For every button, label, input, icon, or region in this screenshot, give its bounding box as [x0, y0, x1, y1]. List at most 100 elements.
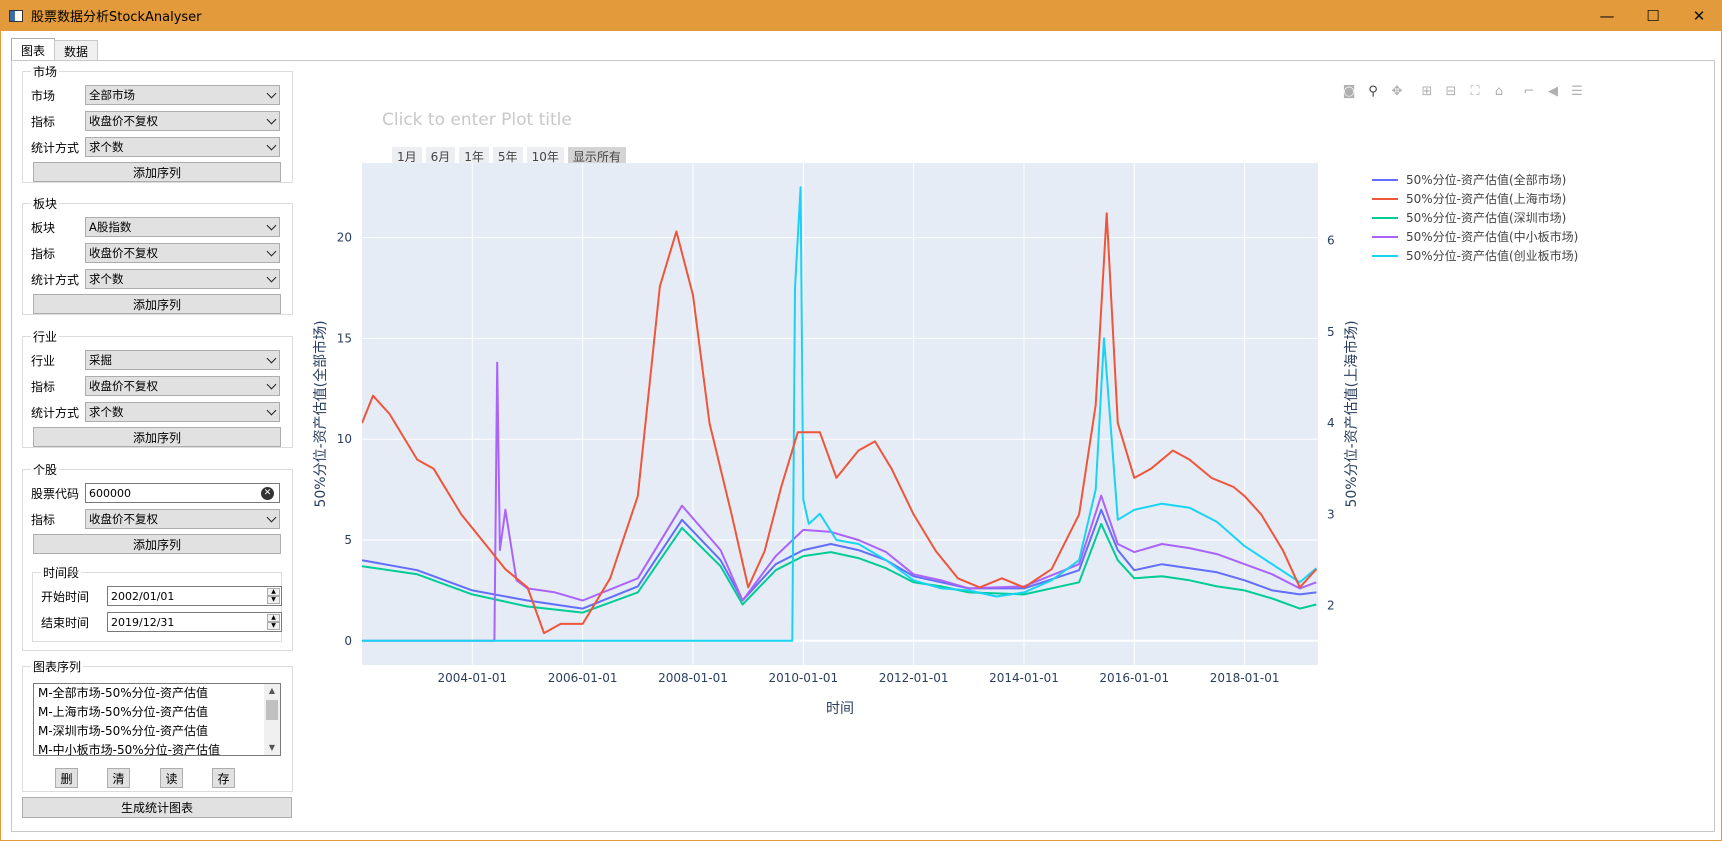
legend-item[interactable]: 50%分位-资产估值(中小板市场) [1372, 227, 1578, 246]
chevron-down-icon [266, 272, 277, 283]
stock-code-value: 600000 [89, 486, 131, 500]
range-button-5y[interactable]: 5年 [492, 147, 523, 166]
sector-stat-select[interactable]: 求个数 [85, 269, 280, 289]
y2-tick-label: 5 [1327, 325, 1335, 339]
save-button[interactable]: 存 [212, 768, 235, 788]
clear-button[interactable]: 清 [107, 768, 130, 788]
scroll-up-icon[interactable]: ▲ [268, 686, 276, 695]
industry-stat-select[interactable]: 求个数 [85, 402, 280, 422]
stock-metric-select[interactable]: 收盘价不复权 [85, 509, 280, 529]
generate-chart-button[interactable]: 生成统计图表 [22, 797, 292, 818]
sector-select[interactable]: A股指数 [85, 217, 280, 237]
range-button-10y[interactable]: 10年 [526, 147, 564, 166]
series-list-title: 图表序列 [31, 658, 84, 675]
series-listbox[interactable]: M-全部市场-50%分位-资产估值 M-上海市场-50%分位-资产估值 M-深圳… [33, 683, 281, 756]
y-tick-label: 20 [337, 231, 352, 245]
tab-chart[interactable]: 图表 [11, 38, 56, 61]
legend-swatch [1372, 178, 1398, 181]
chevron-down-icon [266, 88, 277, 99]
range-button-1y[interactable]: 1年 [459, 147, 489, 166]
y-tick-label: 15 [337, 331, 352, 345]
legend-label: 50%分位-资产估值(深圳市场) [1406, 211, 1567, 225]
autoscale-icon[interactable]: ⛶ [1470, 84, 1480, 99]
clear-icon[interactable]: ✕ [261, 487, 274, 500]
series-line [362, 522, 1317, 614]
series-list-panel: 图表序列 M-全部市场-50%分位-资产估值 M-上海市场-50%分位-资产估值… [22, 658, 293, 792]
industry-select-value: 采掘 [89, 353, 112, 367]
stock-add-series-button[interactable]: 添加序列 [33, 534, 281, 554]
list-scrollbar[interactable]: ▲ ▼ [264, 684, 280, 755]
zoom-icon[interactable]: ⚲ [1368, 84, 1378, 99]
series-line [362, 361, 1317, 642]
hover-compare-icon[interactable]: ☰ [1571, 84, 1583, 99]
camera-icon[interactable]: ◙ [1342, 84, 1356, 99]
chevron-down-icon [266, 140, 277, 151]
maximize-button[interactable]: ☐ [1646, 6, 1660, 25]
list-item[interactable]: M-上海市场-50%分位-资产估值 [38, 705, 209, 719]
range-button-all[interactable]: 显示所有 [567, 147, 626, 166]
spin-up-icon[interactable]: ▲ [267, 588, 280, 596]
sector-metric-label: 指标 [31, 246, 56, 261]
legend-item[interactable]: 50%分位-资产估值(全部市场) [1372, 170, 1578, 189]
end-date-input[interactable]: 2019/12/31 ▲ ▼ [107, 612, 282, 632]
chevron-down-icon [266, 405, 277, 416]
scroll-thumb[interactable] [266, 700, 278, 720]
range-button-1m[interactable]: 1月 [392, 147, 422, 166]
close-button[interactable]: ✕ [1692, 6, 1706, 25]
sector-add-series-button[interactable]: 添加序列 [33, 294, 281, 314]
market-add-series-button[interactable]: 添加序列 [33, 162, 281, 182]
series-line [362, 212, 1318, 635]
chevron-down-icon [266, 512, 277, 523]
spike-icon[interactable]: ⌐ [1523, 84, 1535, 99]
spin-down-icon[interactable]: ▼ [267, 596, 280, 604]
list-item[interactable]: M-中小板市场-50%分位-资产估值 [38, 743, 221, 756]
home-icon[interactable]: ⌂ [1494, 84, 1504, 99]
chevron-down-icon [266, 353, 277, 364]
stock-metric-value: 收盘价不复权 [89, 512, 158, 526]
list-item[interactable]: M-深圳市场-50%分位-资产估值 [38, 724, 209, 738]
industry-select[interactable]: 采掘 [85, 350, 280, 370]
chevron-down-icon [266, 246, 277, 257]
y2-axis-title: 50%分位-资产估值(上海市场) [1343, 320, 1360, 507]
range-button-6m[interactable]: 6月 [425, 147, 456, 166]
sector-stat-label: 统计方式 [31, 272, 80, 287]
industry-metric-select[interactable]: 收盘价不复权 [85, 376, 280, 396]
stock-code-input[interactable]: 600000 ✕ [85, 483, 280, 503]
pan-icon[interactable]: ✥ [1391, 84, 1403, 99]
market-stat-select[interactable]: 求个数 [85, 137, 280, 157]
y-tick-label: 5 [344, 533, 352, 547]
zoom-out-icon[interactable]: ⊟ [1445, 84, 1457, 99]
x-tick-label: 2016-01-01 [1099, 671, 1169, 685]
tab-data[interactable]: 数据 [54, 40, 99, 61]
industry-add-series-button[interactable]: 添加序列 [33, 427, 281, 447]
spin-down-icon[interactable]: ▼ [267, 622, 280, 630]
period-panel-title: 时间段 [41, 564, 82, 581]
line-chart[interactable]: 2004-01-01 2006-01-01 2008-01-01 2010-01-01… [302, 61, 1712, 831]
legend-item[interactable]: 50%分位-资产估值(创业板市场) [1372, 246, 1578, 265]
legend-item[interactable]: 50%分位-资产估值(深圳市场) [1372, 208, 1578, 227]
load-button[interactable]: 读 [160, 768, 183, 788]
hover-closest-icon[interactable]: ◀ [1548, 84, 1558, 99]
market-select[interactable]: 全部市场 [85, 85, 280, 105]
list-item[interactable]: M-全部市场-50%分位-资产估值 [38, 686, 209, 700]
zoom-in-icon[interactable]: ⊞ [1421, 84, 1433, 99]
chart-legend[interactable]: 50%分位-资产估值(全部市场) 50%分位-资产估值(上海市场) 50%分位-资产… [1372, 170, 1578, 265]
legend-label: 50%分位-资产估值(中小板市场) [1406, 230, 1579, 244]
market-metric-select[interactable]: 收盘价不复权 [85, 111, 280, 131]
scroll-down-icon[interactable]: ▼ [268, 743, 276, 752]
plot-title-placeholder[interactable]: Click to enter Plot title [382, 110, 572, 130]
sector-select-value: A股指数 [89, 220, 132, 234]
stock-metric-label: 指标 [31, 512, 56, 527]
x-tick-label: 2018-01-01 [1210, 671, 1280, 685]
legend-swatch [1372, 254, 1398, 257]
delete-button[interactable]: 删 [55, 768, 78, 788]
spin-up-icon[interactable]: ▲ [267, 614, 280, 622]
sector-panel-title: 板块 [31, 195, 60, 212]
minimize-button[interactable]: — [1599, 6, 1615, 25]
start-date-input[interactable]: 2002/01/01 ▲ ▼ [107, 586, 282, 606]
sector-metric-select[interactable]: 收盘价不复权 [85, 243, 280, 263]
x-tick-label: 2014-01-01 [989, 671, 1059, 685]
end-time-label: 结束时间 [41, 615, 90, 630]
chevron-down-icon [266, 114, 277, 125]
legend-item[interactable]: 50%分位-资产估值(上海市场) [1372, 189, 1578, 208]
